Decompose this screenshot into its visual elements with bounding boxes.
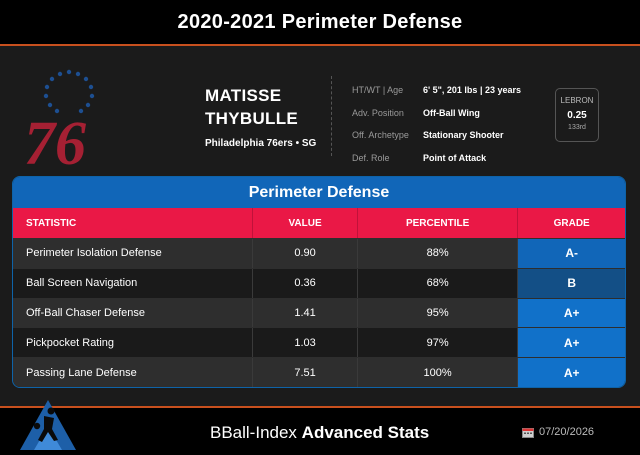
logo-text: 76 (24, 110, 86, 168)
table-row: Pickpocket Rating 1.03 97% A+ (13, 327, 625, 358)
info-label: Off. Archetype (352, 130, 409, 141)
stat-name: Pickpocket Rating (13, 328, 254, 358)
header-grade: GRADE (553, 217, 590, 229)
lebron-badge: LEBRON 0.25 133rd (555, 88, 599, 142)
info-label: Def. Role (352, 152, 390, 163)
stats-panel: Perimeter Defense STATISTIC VALUE PERCEN… (12, 176, 626, 388)
stat-percentile: 95% (358, 298, 519, 328)
player-team-position: Philadelphia 76ers • SG (205, 138, 317, 149)
info-row: Off. Archetype Stationary Shooter (352, 124, 521, 147)
bball-index-logo-icon (20, 400, 76, 450)
table-row: Ball Screen Navigation 0.36 68% B (13, 267, 625, 298)
footer: BBall-Index Advanced Stats 07/20/2026 (0, 400, 640, 455)
page-title: 2020-2021 Perimeter Defense (177, 10, 463, 33)
header-value: VALUE (253, 208, 358, 238)
info-row: HT/WT | Age 6' 5", 201 lbs | 23 years (352, 79, 521, 102)
info-label: Adv. Position (352, 107, 404, 118)
stat-value: 1.03 (253, 328, 358, 358)
stat-grade: A- (518, 239, 625, 268)
table-row: Off-Ball Chaser Defense 1.41 95% A+ (13, 297, 625, 328)
lebron-rank: 133rd (568, 124, 586, 131)
header-percentile: PERCENTILE (358, 208, 519, 238)
footer-brand: BBall-Index Advanced Stats (210, 423, 429, 443)
stat-grade: B (518, 268, 625, 298)
info-row: Adv. Position Off-Ball Wing (352, 102, 521, 125)
title-bar: 2020-2021 Perimeter Defense (0, 0, 640, 46)
stat-grade: A+ (518, 358, 625, 387)
stat-percentile: 88% (358, 239, 519, 268)
panel-title: Perimeter Defense (13, 177, 625, 208)
header-statistic: STATISTIC (13, 208, 254, 238)
table-header: STATISTIC VALUE PERCENTILE GRADE (13, 208, 625, 238)
stat-value: 1.41 (253, 298, 358, 328)
calendar-icon (522, 427, 534, 438)
stat-percentile: 100% (358, 358, 519, 387)
stat-name: Perimeter Isolation Defense (13, 239, 254, 268)
player-last-name: THYBULLE (205, 109, 299, 128)
player-info: HT/WT | Age 6' 5", 201 lbs | 23 years Ad… (352, 79, 521, 169)
stat-value: 7.51 (253, 358, 358, 387)
player-first-name: MATISSE (205, 86, 282, 105)
info-value: 6' 5", 201 lbs | 23 years (423, 85, 521, 96)
stat-value: 0.36 (253, 268, 358, 298)
brand-tagline: Advanced Stats (301, 423, 430, 442)
info-value: Point of Attack (423, 152, 487, 163)
lebron-label: LEBRON (560, 96, 594, 105)
stat-name: Passing Lane Defense (13, 358, 254, 387)
stat-name: Ball Screen Navigation (13, 268, 254, 298)
info-value: Off-Ball Wing (423, 107, 480, 118)
stat-value: 0.90 (253, 239, 358, 268)
player-name: MATISSE THYBULLE (205, 84, 298, 130)
player-header: 76 MATISSE THYBULLE Philadelphia 76ers •… (0, 48, 640, 176)
team-logo: 76 (24, 69, 95, 168)
stat-name: Off-Ball Chaser Defense (13, 298, 254, 328)
stat-percentile: 97% (358, 328, 519, 358)
stat-percentile: 68% (358, 268, 519, 298)
lebron-value: 0.25 (567, 110, 587, 121)
date-text: 07/20/2026 (539, 426, 595, 438)
table-row: Perimeter Isolation Defense 0.90 88% A- (13, 238, 625, 268)
stat-grade: A+ (518, 298, 625, 328)
info-row: Def. Role Point of Attack (352, 147, 521, 170)
info-value: Stationary Shooter (423, 130, 504, 141)
stat-grade: A+ (518, 328, 625, 358)
footer-date: 07/20/2026 (522, 426, 594, 438)
brand-name: BBall-Index (210, 423, 302, 442)
header-divider (331, 76, 332, 156)
table-row: Passing Lane Defense 7.51 100% A+ (13, 357, 625, 387)
info-label: HT/WT | Age (352, 85, 404, 96)
